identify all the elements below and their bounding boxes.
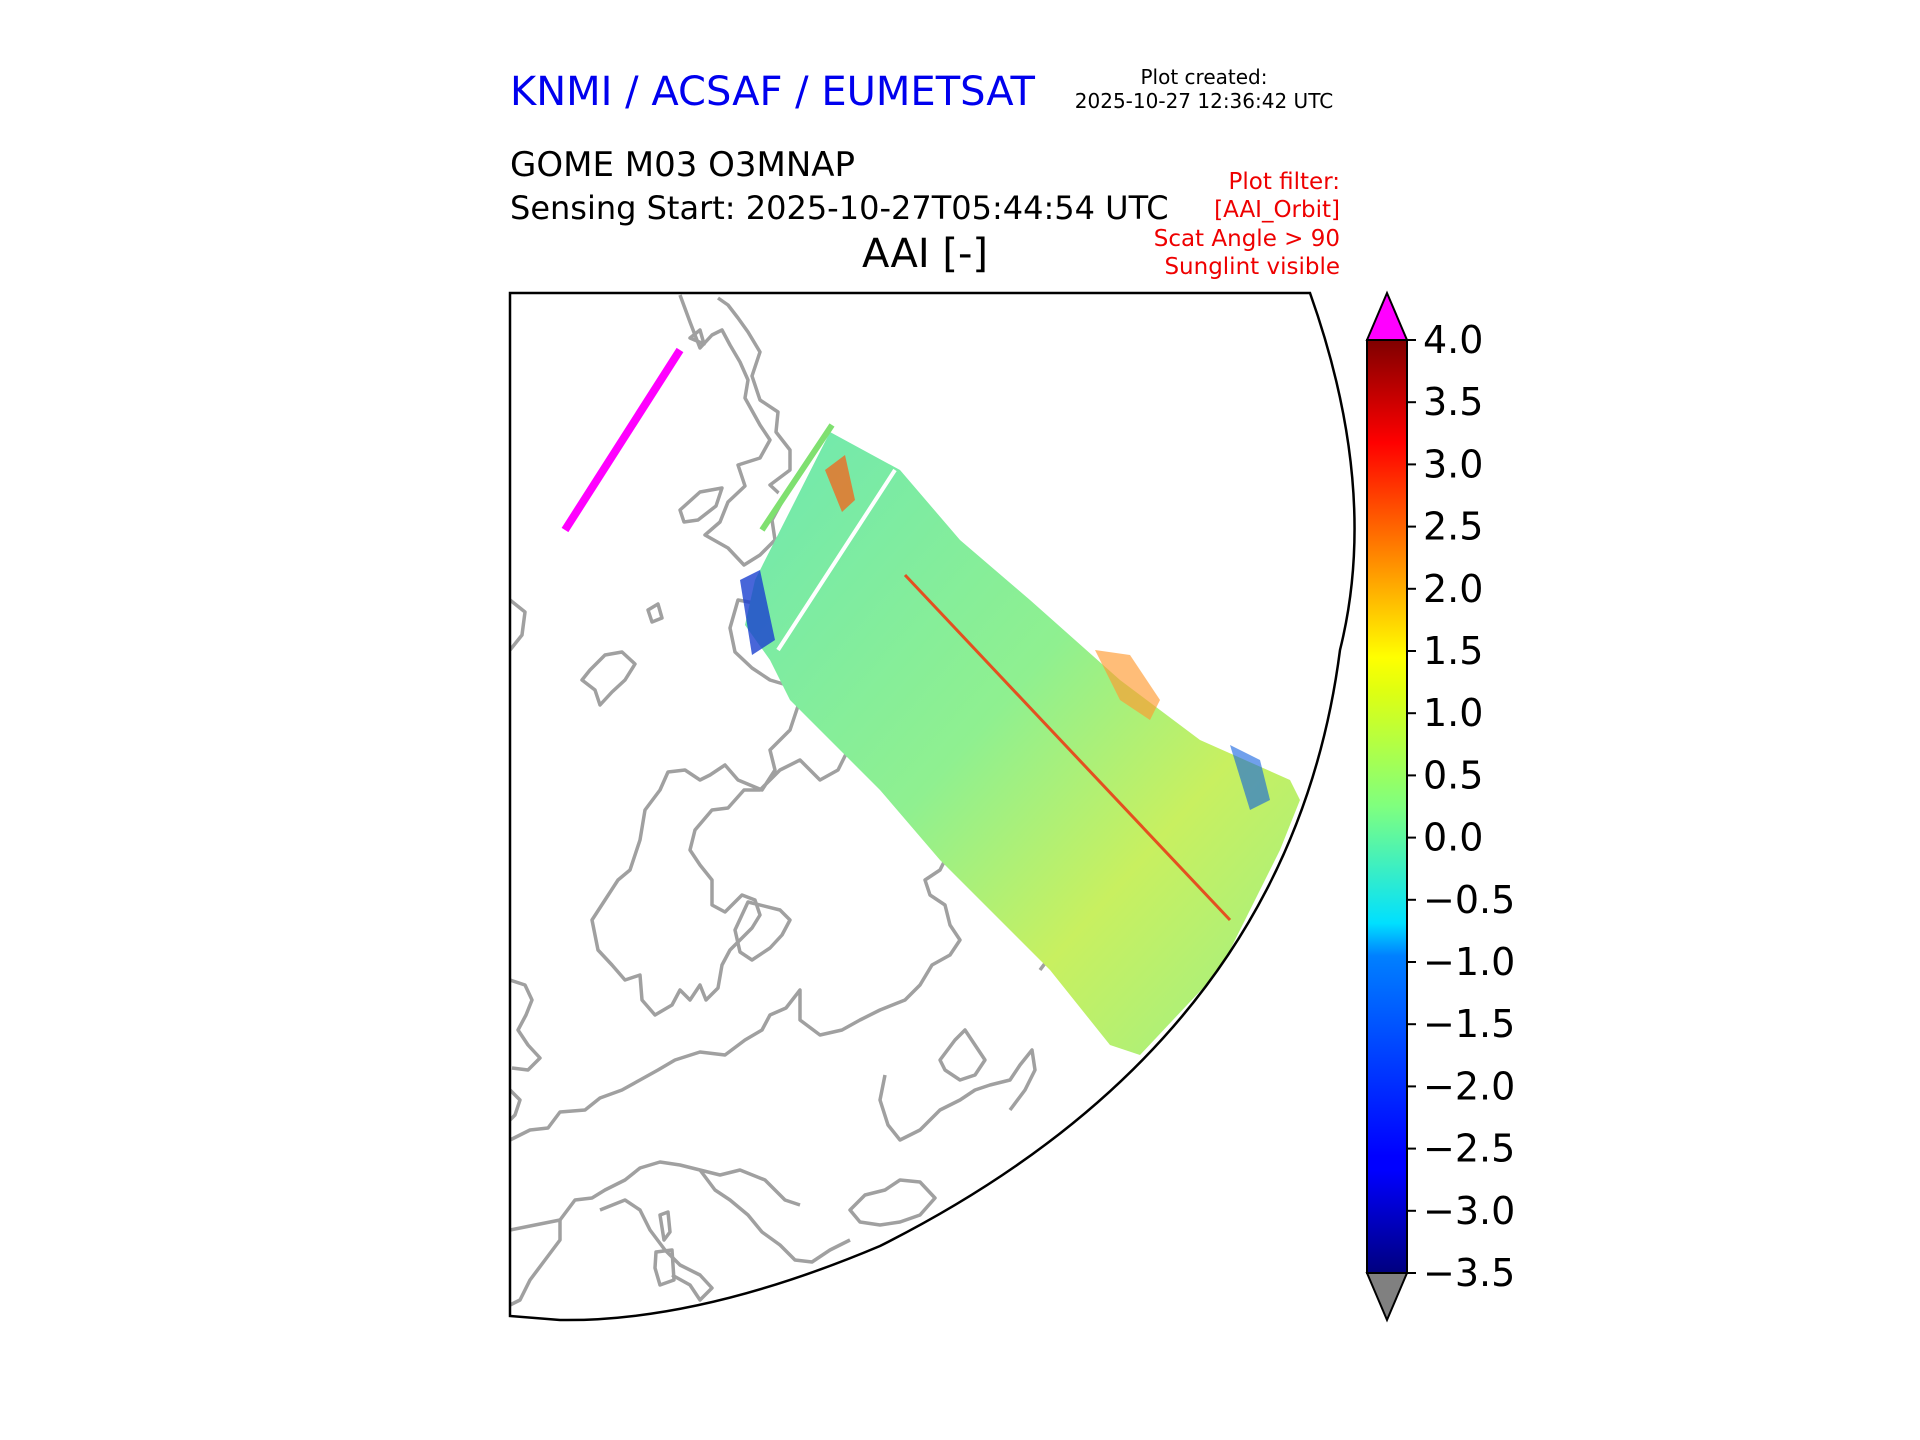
- colorbar-tick-label: 2.0: [1423, 567, 1483, 611]
- colorbar-tick-label: 3.5: [1423, 380, 1483, 424]
- colorbar-tick-label: 2.5: [1423, 505, 1483, 549]
- colorbar-tick-label: −2.5: [1423, 1127, 1515, 1171]
- coastline-island: [678, 486, 724, 524]
- plot-filter-item: Scat Angle > 90: [1153, 226, 1340, 252]
- coastline-small-island: [646, 602, 664, 624]
- over-max-strip: [561, 347, 684, 533]
- plot-created-timestamp: 2025-10-27 12:36:42 UTC: [1074, 89, 1334, 113]
- plot-created-label: Plot created:: [1140, 65, 1268, 89]
- coastline-baltic: [733, 900, 792, 962]
- plot-filter-label: Plot filter:: [1228, 169, 1340, 195]
- coastline-iberia: [510, 1218, 562, 1307]
- swath-high-aai-patch: [1095, 650, 1160, 720]
- coastline-greenland: [678, 294, 792, 567]
- colorbar-under-arrow: [1365, 1272, 1409, 1323]
- map-panel: [508, 291, 1356, 1322]
- orbit-swath: [561, 347, 1300, 1055]
- source-credit: KNMI / ACSAF / EUMETSAT: [510, 69, 1035, 115]
- coastline-france: [558, 1160, 801, 1222]
- swath-low-aai-patch: [740, 570, 775, 655]
- colorbar-tick-label: 4.0: [1423, 318, 1483, 362]
- coastline-sardinia: [653, 1248, 676, 1287]
- colorbar-tick-label: 1.5: [1423, 629, 1483, 673]
- coastline-iceland: [580, 650, 637, 707]
- colorbar-tick-label: 0.0: [1423, 816, 1483, 860]
- coastline-europe: [510, 813, 967, 1142]
- colorbar-gradient: [1366, 339, 1408, 1274]
- plot-title: AAI [-]: [862, 231, 988, 277]
- swath-low-aai-patch: [1230, 745, 1270, 810]
- swath-edge-strip: [759, 423, 835, 532]
- colorbar-over-arrow: [1365, 290, 1409, 341]
- coastline-black-sea: [848, 1178, 937, 1227]
- coastline-scandinavia: [590, 698, 850, 1017]
- swath-gap: [776, 468, 897, 652]
- coastline-balkans: [698, 1168, 851, 1264]
- colorbar-tick-label: −1.5: [1423, 1002, 1515, 1046]
- colorbar-tick-label: 0.5: [1423, 753, 1483, 797]
- coastline-island: [688, 328, 706, 346]
- swath-bad-row: [903, 573, 1232, 922]
- plot-filter-item: Sunglint visible: [1164, 254, 1340, 280]
- coastline-italy: [599, 1198, 714, 1302]
- plot-filter-item: [AAI_Orbit]: [1214, 197, 1340, 223]
- coastline-west-edge: [510, 598, 527, 652]
- colorbar-tick-label: −3.5: [1423, 1251, 1515, 1295]
- coastline-east: [938, 1028, 987, 1082]
- colorbar-tick-label: −0.5: [1423, 878, 1515, 922]
- colorbar-tick-label: 3.0: [1423, 442, 1483, 486]
- map-border: [508, 291, 1356, 1322]
- colorbar-tick-label: −3.0: [1423, 1189, 1515, 1233]
- colorbar-tick-label: 1.0: [1423, 691, 1483, 735]
- swath-main: [745, 432, 1300, 1055]
- coastline-corsica: [658, 1210, 672, 1242]
- colorbar: −3.5 −3.0 −2.5 −2.0 −1.5 −1.0 −0.5 0.0 0.5 1.0 1.5…: [1365, 290, 1515, 1323]
- colorbar-tick-label: −1.0: [1423, 940, 1515, 984]
- coastline-caspian: [878, 1048, 1037, 1142]
- sensing-start: Sensing Start: 2025-10-27T05:44:54 UTC: [510, 189, 1169, 227]
- product-title: GOME M03 O3MNAP: [510, 145, 856, 185]
- coastline-britain: [510, 978, 542, 1072]
- coastline-ireland: [510, 1088, 522, 1122]
- colorbar-tick-label: −2.0: [1423, 1064, 1515, 1108]
- swath-high-aai-patch: [825, 455, 855, 512]
